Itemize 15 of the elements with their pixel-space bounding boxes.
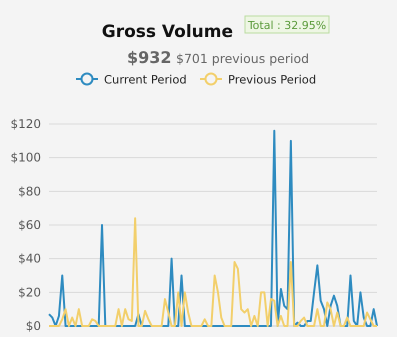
y-tick-label: $80	[18, 184, 41, 198]
y-tick-label: $0	[26, 319, 41, 333]
y-tick-label: $120	[10, 117, 41, 131]
chart-subtitle: $701 previous period	[176, 51, 310, 66]
total-badge: Total : 32.95%	[244, 16, 330, 34]
y-tick-label: $100	[10, 150, 41, 165]
line-series	[48, 130, 378, 327]
legend-label: Previous Period	[228, 72, 316, 86]
line-series	[48, 217, 378, 327]
y-tick-label: $60	[18, 218, 41, 232]
text: $932	[127, 48, 172, 67]
chart-title: Gross Volume	[102, 22, 233, 42]
legend-label: Current Period	[104, 72, 187, 86]
y-tick-label: $40	[18, 252, 41, 266]
y-tick-label: $20	[18, 285, 41, 300]
